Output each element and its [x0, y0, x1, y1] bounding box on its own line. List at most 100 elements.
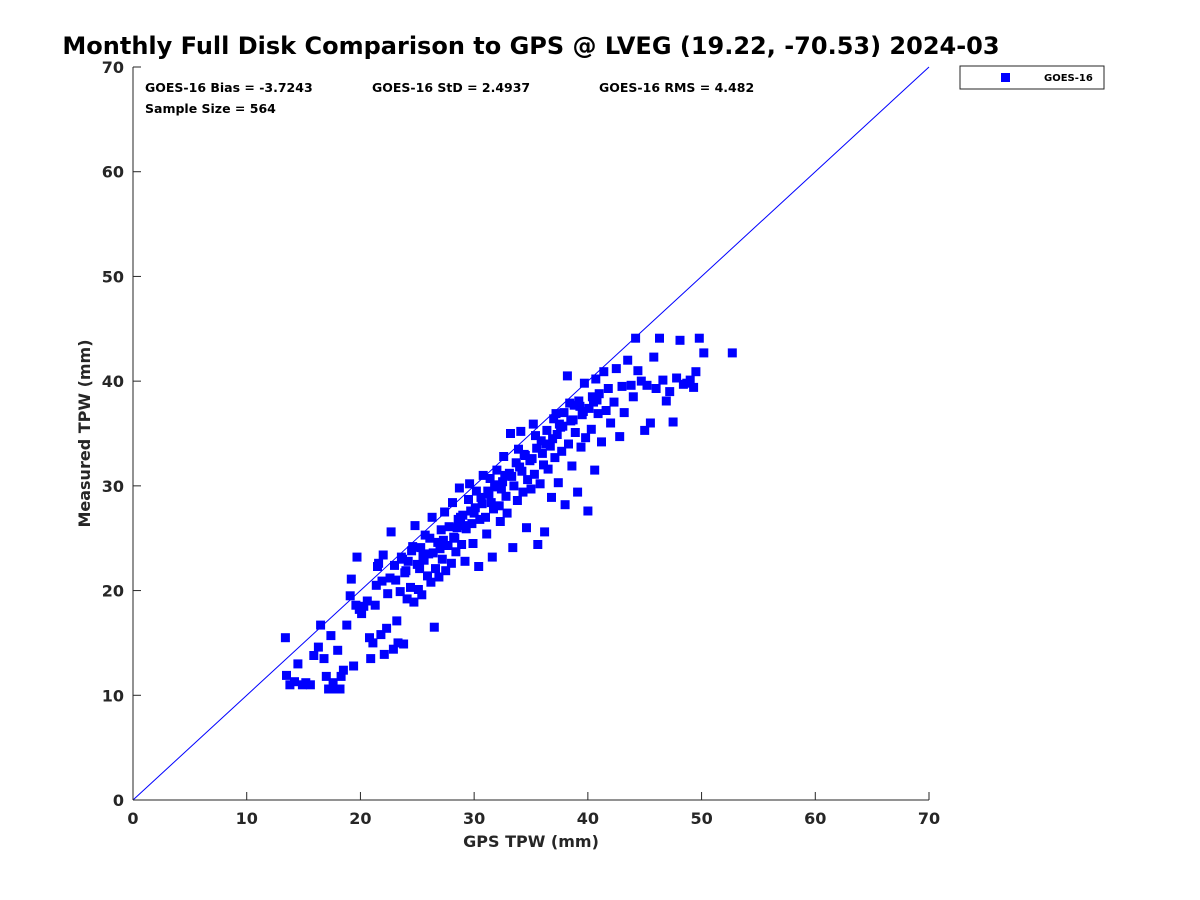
data-point [391, 575, 401, 585]
data-point [574, 396, 584, 406]
data-point [443, 541, 453, 550]
data-point [592, 395, 602, 405]
data-point [568, 415, 578, 425]
data-point [628, 392, 638, 402]
data-point [373, 562, 382, 571]
data-point [426, 577, 436, 587]
y-tick-label: 10 [102, 686, 124, 705]
data-point [496, 484, 506, 494]
data-point [395, 587, 405, 597]
data-point [562, 371, 572, 381]
data-point [570, 428, 580, 437]
data-point [305, 680, 315, 690]
data-point [532, 443, 542, 453]
x-axis-label: GPS TPW (mm) [463, 832, 599, 851]
data-point [370, 600, 380, 610]
data-point [649, 352, 659, 362]
data-point [408, 542, 418, 552]
data-point [501, 491, 511, 501]
data-point [685, 375, 695, 385]
legend: GOES-16 [959, 65, 1105, 90]
data-point [433, 537, 443, 547]
data-point [548, 434, 558, 444]
data-point [383, 589, 393, 599]
y-tick-label: 50 [102, 267, 124, 286]
data-point [487, 552, 497, 562]
data-point [495, 517, 505, 526]
data-point [406, 582, 415, 592]
data-point [385, 573, 395, 583]
data-point [470, 503, 480, 513]
data-point [593, 409, 603, 419]
data-point [359, 601, 369, 611]
data-point [594, 389, 604, 399]
data-point [471, 486, 481, 496]
data-point [427, 512, 437, 522]
data-point [416, 543, 426, 553]
data-point [517, 466, 527, 476]
data-point [611, 364, 621, 374]
data-point [366, 654, 376, 664]
y-axis-label: Measured TPW (mm) [75, 339, 94, 527]
data-point [540, 527, 550, 537]
data-point [451, 547, 461, 557]
data-point [483, 486, 493, 496]
data-point [393, 638, 403, 648]
data-point [435, 544, 445, 554]
data-point [429, 622, 439, 632]
stat-rms: GOES-16 RMS = 4.482 [599, 80, 754, 95]
data-point [509, 481, 519, 491]
data-point [382, 623, 392, 633]
data-point [609, 397, 619, 407]
data-point [606, 418, 616, 428]
data-point [500, 470, 510, 480]
data-point [601, 406, 611, 415]
data-point [409, 597, 419, 607]
data-point [553, 478, 563, 488]
data-point [590, 465, 600, 475]
data-point [456, 512, 465, 522]
data-point [449, 532, 459, 542]
stat-bias: GOES-16 Bias = -3.7243 [145, 80, 313, 95]
data-point [658, 375, 668, 385]
data-point [448, 498, 457, 508]
data-point [651, 384, 661, 393]
data-point [468, 539, 478, 548]
legend-box [959, 65, 1105, 90]
data-point [551, 409, 561, 419]
data-point [661, 396, 671, 406]
data-point [402, 594, 412, 604]
data-point [401, 566, 411, 576]
data-point [437, 554, 447, 564]
y-tick-label: 40 [102, 372, 124, 391]
data-point [326, 631, 336, 641]
data-point [342, 620, 352, 630]
data-point [587, 392, 597, 402]
data-point [655, 333, 664, 343]
data-point [542, 425, 552, 435]
data-point [526, 484, 536, 494]
x-tick-label: 10 [236, 809, 258, 828]
data-point [615, 432, 625, 442]
x-tick-label: 20 [349, 809, 371, 828]
data-point [368, 638, 378, 648]
data-point [338, 665, 348, 675]
data-point [476, 492, 486, 502]
data-point [672, 373, 682, 383]
data-point [689, 382, 699, 392]
data-point [633, 366, 643, 376]
data-point [522, 523, 531, 533]
data-point [413, 585, 423, 594]
data-point [565, 398, 575, 408]
data-point [623, 355, 633, 365]
data-point [512, 496, 522, 505]
data-point [319, 654, 329, 664]
data-point [490, 480, 500, 490]
data-point [410, 521, 420, 531]
data-point [403, 556, 413, 566]
chart-title: Monthly Full Disk Comparison to GPS @ LV… [62, 32, 999, 60]
data-point [523, 475, 533, 485]
data-point [282, 670, 291, 680]
data-point [301, 678, 311, 688]
data-point [444, 522, 454, 532]
